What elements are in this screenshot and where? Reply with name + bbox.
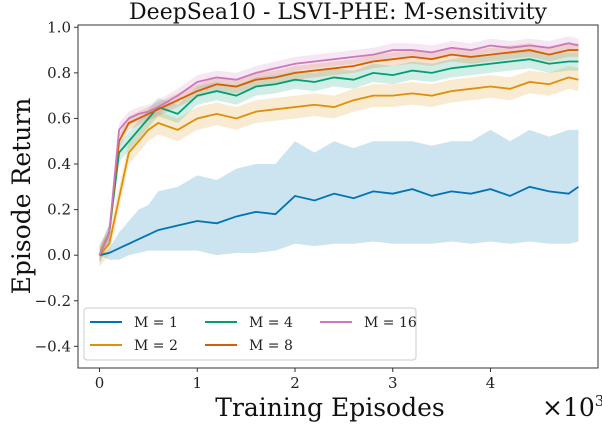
x-ticks: 0 1 2 3 4 — [95, 368, 496, 392]
chart-title: DeepSea10 - LSVI-PHE: M-sensitivity — [129, 0, 547, 25]
y-tick-label: −0.2 — [35, 292, 71, 310]
y-tick-label: 1.0 — [47, 18, 71, 36]
y-tick-label: −0.4 — [35, 337, 71, 355]
series-lines — [98, 42, 579, 257]
x-tick-label: 4 — [486, 374, 496, 392]
y-tick-label: 0.0 — [47, 246, 71, 264]
x-tick-label: 2 — [290, 374, 300, 392]
y-axis-label: Episode Return — [7, 98, 36, 295]
line-m8 — [98, 49, 579, 256]
confidence-bands — [99, 36, 579, 267]
x-tick-label: 1 — [192, 374, 202, 392]
legend-label: M = 16 — [364, 315, 417, 331]
x-axis-label: Training Episodes — [215, 393, 444, 422]
x-tick-label: 0 — [95, 374, 105, 392]
x-tick-label: 3 — [388, 374, 398, 392]
x-multiplier: ×103 — [542, 392, 602, 422]
line-m16 — [98, 42, 579, 256]
line-m1 — [99, 185, 579, 257]
legend-label: M = 1 — [134, 315, 178, 331]
y-tick-label: 0.8 — [47, 64, 71, 82]
plot-frame — [77, 24, 599, 369]
band-m2 — [99, 66, 579, 267]
legend-label: M = 2 — [134, 338, 178, 354]
y-tick-label: 0.6 — [47, 109, 71, 127]
y-ticks: −0.4 −0.2 0.0 0.2 0.4 0.6 0.8 1.0 — [35, 18, 78, 355]
line-m2 — [98, 76, 579, 256]
line-m4 — [98, 58, 579, 256]
legend-label: M = 8 — [249, 338, 293, 354]
y-tick-label: 0.4 — [47, 155, 71, 173]
legend-label: M = 4 — [249, 315, 293, 331]
y-tick-label: 0.2 — [47, 201, 71, 219]
legend: M = 1 M = 2 M = 4 M = 8 M = 16 — [83, 307, 417, 361]
